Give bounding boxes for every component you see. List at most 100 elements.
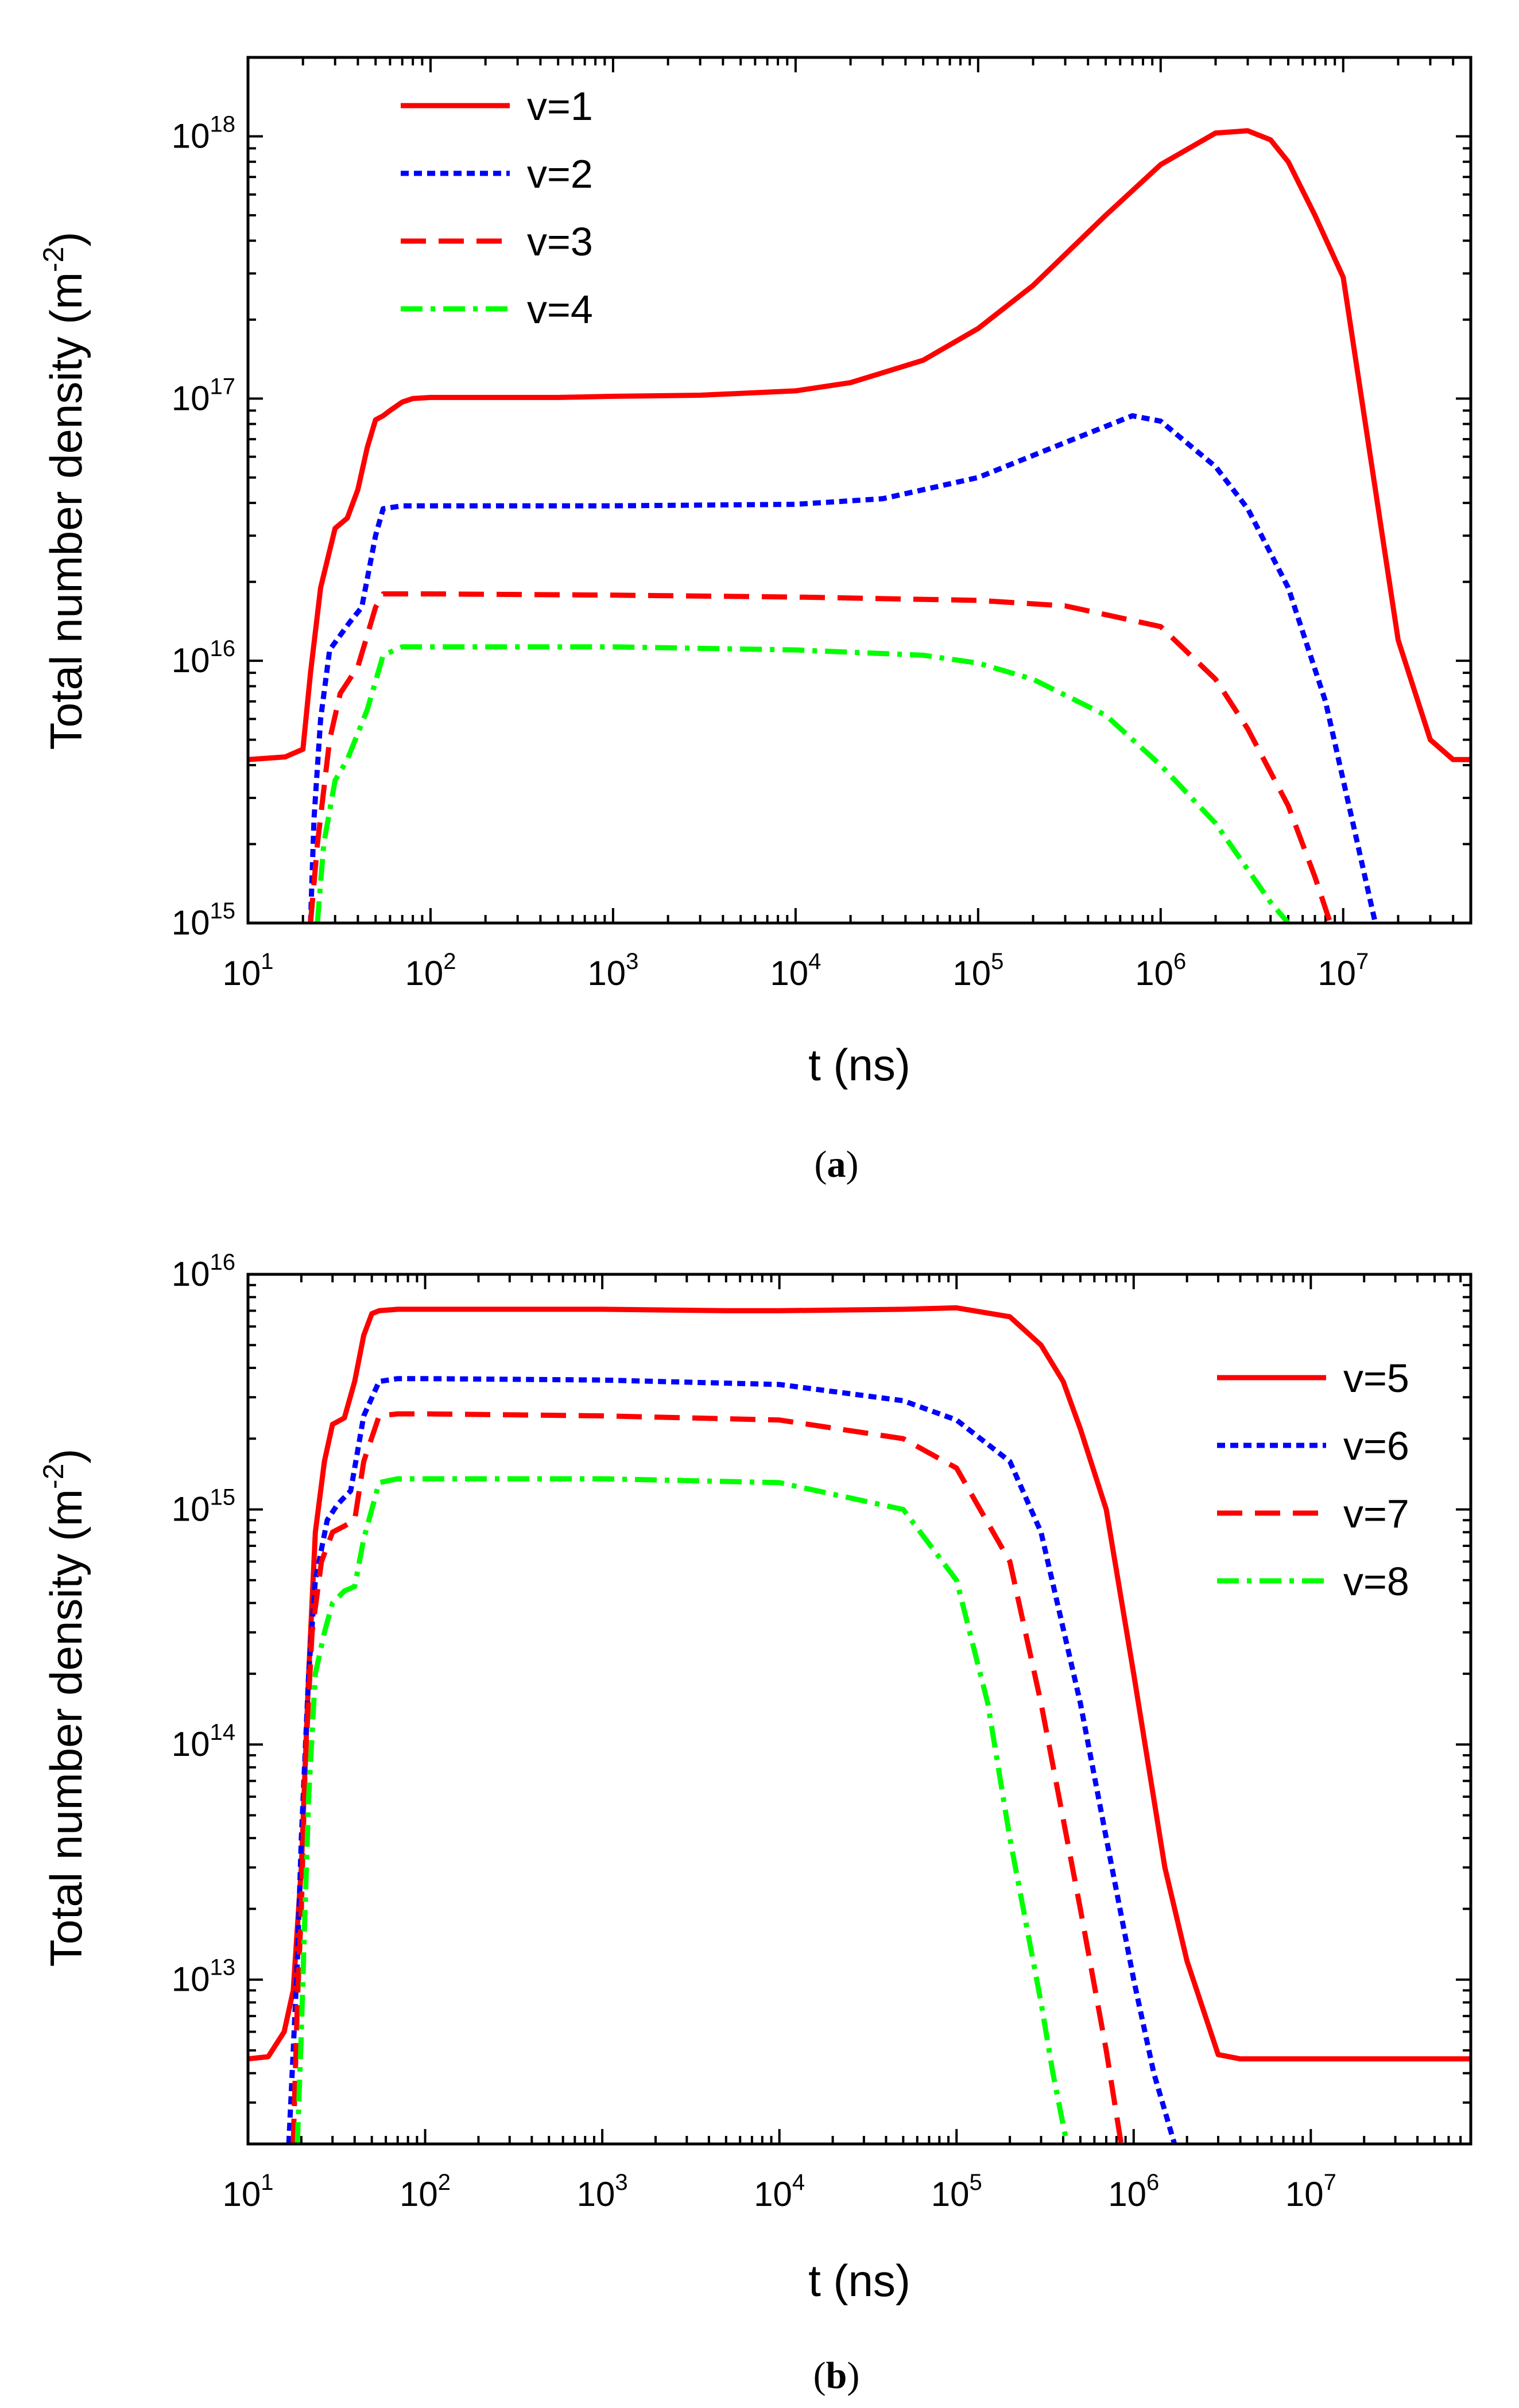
x-tick-base: 10 — [754, 2175, 792, 2213]
legend-label-text: v=7 — [1343, 1491, 1409, 1536]
legend-label: v=4 — [527, 287, 593, 332]
series-line-v8 — [294, 1476, 1070, 2144]
legend-label: v=7 — [1343, 1491, 1409, 1536]
x-tick-base: 10 — [223, 954, 261, 992]
y-tick-label: 1015 — [172, 898, 235, 942]
x-axis-title-text: t (ns) — [808, 2255, 910, 2306]
legend-label-text: v=5 — [1343, 1356, 1409, 1401]
x-tick-exp: 2 — [443, 949, 456, 974]
x-tick-exp: 3 — [615, 2170, 627, 2195]
x-tick-base: 10 — [931, 2175, 970, 2213]
x-tick-label: 104 — [770, 949, 821, 992]
x-tick-exp: 3 — [626, 949, 638, 974]
legend-label: v=8 — [1343, 1559, 1409, 1604]
series-group — [248, 1305, 1471, 2144]
series-group — [248, 128, 1471, 923]
x-axis-title: t (ns) — [808, 1040, 910, 1090]
y-tick-base: 10 — [172, 904, 210, 942]
y-tick-base: 10 — [172, 1490, 210, 1529]
axis-ticks — [247, 56, 1472, 924]
legend-label: v=2 — [527, 152, 593, 196]
plot-frame — [246, 1273, 1472, 2146]
x-tick-label: 102 — [405, 949, 456, 992]
y-tick-exp: 13 — [210, 1955, 236, 1980]
legend-label-text: v=2 — [527, 152, 593, 196]
x-tick-base: 10 — [1318, 954, 1356, 992]
axis-ticks — [247, 1273, 1472, 2145]
x-tick-label: 105 — [931, 2170, 982, 2213]
legend-label-text: v=1 — [527, 84, 593, 129]
y-tick-exp: 17 — [210, 374, 236, 399]
y-tick-label: 1013 — [172, 1955, 235, 1999]
legend-label: v=1 — [527, 84, 593, 129]
y-tick-exp: 16 — [210, 636, 236, 661]
series-line-v4 — [315, 644, 1291, 923]
y-tick-label: 1016 — [172, 1250, 235, 1293]
series-line-v7 — [290, 1411, 1124, 2144]
x-tick-exp: 7 — [1356, 949, 1369, 974]
x-tick-exp: 6 — [1146, 2170, 1159, 2195]
y-axis-title-exp: -2 — [37, 1464, 69, 1489]
x-tick-exp: 1 — [261, 2170, 273, 2195]
x-tick-exp: 2 — [438, 2170, 451, 2195]
x-axis-title-text: t (ns) — [808, 1040, 910, 1090]
y-tick-base: 10 — [172, 641, 210, 680]
y-tick-exp: 15 — [210, 898, 236, 924]
x-tick-label: 101 — [223, 949, 274, 992]
legend-label-text: v=8 — [1343, 1559, 1409, 1604]
legend-label-text: v=3 — [527, 219, 593, 264]
y-tick-base: 10 — [172, 117, 210, 156]
x-tick-exp: 4 — [808, 949, 821, 974]
x-tick-label: 107 — [1285, 2170, 1336, 2213]
legend: v=1 v=2 v=3 v=4 — [401, 84, 593, 332]
x-tick-exp: 5 — [991, 949, 1003, 974]
y-tick-base: 10 — [172, 1960, 210, 1999]
x-tick-base: 10 — [1135, 954, 1173, 992]
x-tick-exp: 7 — [1324, 2170, 1336, 2195]
panel-caption-letter: a — [827, 1143, 846, 1185]
y-tick-label: 1017 — [172, 374, 235, 417]
y-tick-base: 10 — [172, 1725, 210, 1763]
x-tick-base: 10 — [400, 2175, 438, 2213]
x-tick-base: 10 — [587, 954, 626, 992]
series-line-v1 — [248, 128, 1471, 762]
y-axis-title: Total number density (m-2) — [37, 232, 91, 750]
x-tick-exp: 1 — [261, 949, 273, 974]
x-tick-base: 10 — [1108, 2175, 1146, 2213]
panel-caption-letter: b — [826, 2355, 847, 2397]
x-tick-label: 107 — [1318, 949, 1369, 992]
x-tick-base: 10 — [1285, 2175, 1324, 2213]
x-tick-exp: 4 — [792, 2170, 805, 2195]
x-tick-base: 10 — [952, 954, 991, 992]
y-tick-label: 1014 — [172, 1720, 235, 1763]
x-tick-label: 105 — [952, 949, 1003, 992]
x-tick-exp: 5 — [969, 2170, 982, 2195]
y-axis-title-text: Total number density (m — [41, 1489, 91, 1967]
y-tick-exp: 14 — [210, 1720, 236, 1745]
series-line-v3 — [308, 591, 1333, 923]
x-tick-label: 102 — [400, 2170, 451, 2213]
plot-frame — [246, 56, 1472, 925]
x-tick-label: 104 — [754, 2170, 805, 2213]
y-axis-title-text: Total number density (m — [41, 272, 91, 750]
x-tick-base: 10 — [770, 954, 808, 992]
x-axis-title: t (ns) — [808, 2255, 910, 2306]
series-line-v5 — [248, 1305, 1471, 2062]
y-axis-title-exp: -2 — [37, 247, 69, 272]
y-tick-exp: 18 — [210, 112, 236, 137]
x-tick-label: 103 — [577, 2170, 628, 2213]
series-line-v6 — [286, 1376, 1177, 2144]
y-tick-base: 10 — [172, 379, 210, 417]
y-axis-title-close: ) — [41, 1449, 91, 1464]
x-tick-label: 106 — [1135, 949, 1186, 992]
legend-label: v=6 — [1343, 1424, 1409, 1468]
x-tick-base: 10 — [223, 2175, 261, 2213]
y-axis-title: Total number density (m-2) — [37, 1449, 91, 1967]
x-tick-label: 106 — [1108, 2170, 1159, 2213]
y-axis-title-close: ) — [41, 232, 91, 247]
y-tick-base: 10 — [172, 1255, 210, 1293]
x-tick-base: 10 — [405, 954, 443, 992]
